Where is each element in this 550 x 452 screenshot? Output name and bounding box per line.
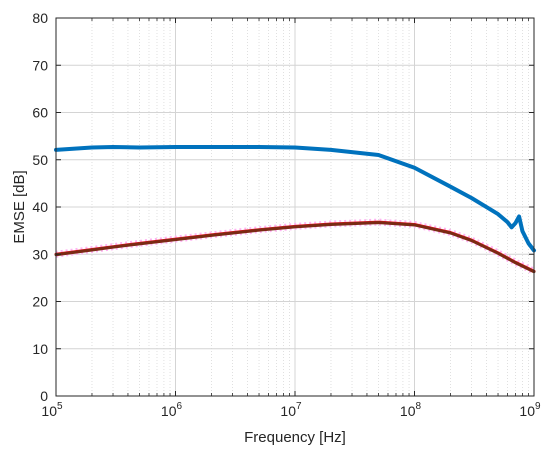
y-tick-label: 0 bbox=[40, 388, 48, 404]
y-tick-labels: 0 10 20 30 40 50 60 70 80 bbox=[32, 10, 48, 404]
series-line-1 bbox=[54, 144, 536, 253]
x-axis-label: Frequency [Hz] bbox=[244, 429, 346, 446]
y-tick-label: 80 bbox=[32, 10, 48, 26]
y-tick-label: 10 bbox=[32, 341, 48, 357]
y-tick-label: 50 bbox=[32, 152, 48, 168]
series-layer bbox=[54, 144, 536, 275]
y-tick-label: 60 bbox=[32, 105, 48, 121]
y-tick-label: 40 bbox=[32, 199, 48, 215]
tick-marks bbox=[55, 17, 535, 397]
y-axis-label: EMSE [dB] bbox=[11, 170, 28, 243]
x-tick-labels: 105 106 107 108 109 bbox=[41, 401, 541, 419]
y-tick-label: 30 bbox=[32, 246, 48, 262]
x-tick-label: 109 bbox=[519, 401, 541, 419]
series-line-4 bbox=[54, 221, 536, 274]
x-tick-label: 107 bbox=[280, 401, 302, 419]
x-tick-label: 108 bbox=[400, 401, 422, 419]
x-tick-label: 106 bbox=[161, 401, 183, 419]
y-tick-label: 20 bbox=[32, 294, 48, 310]
y-tick-label: 70 bbox=[32, 57, 48, 73]
x-tick-label: 105 bbox=[41, 401, 63, 419]
